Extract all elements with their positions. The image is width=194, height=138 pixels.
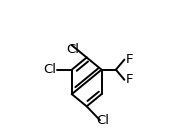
Text: Cl: Cl (43, 63, 56, 76)
Text: Cl: Cl (97, 114, 110, 127)
Text: F: F (126, 53, 133, 66)
Text: Cl: Cl (66, 43, 79, 56)
Text: F: F (126, 73, 133, 86)
